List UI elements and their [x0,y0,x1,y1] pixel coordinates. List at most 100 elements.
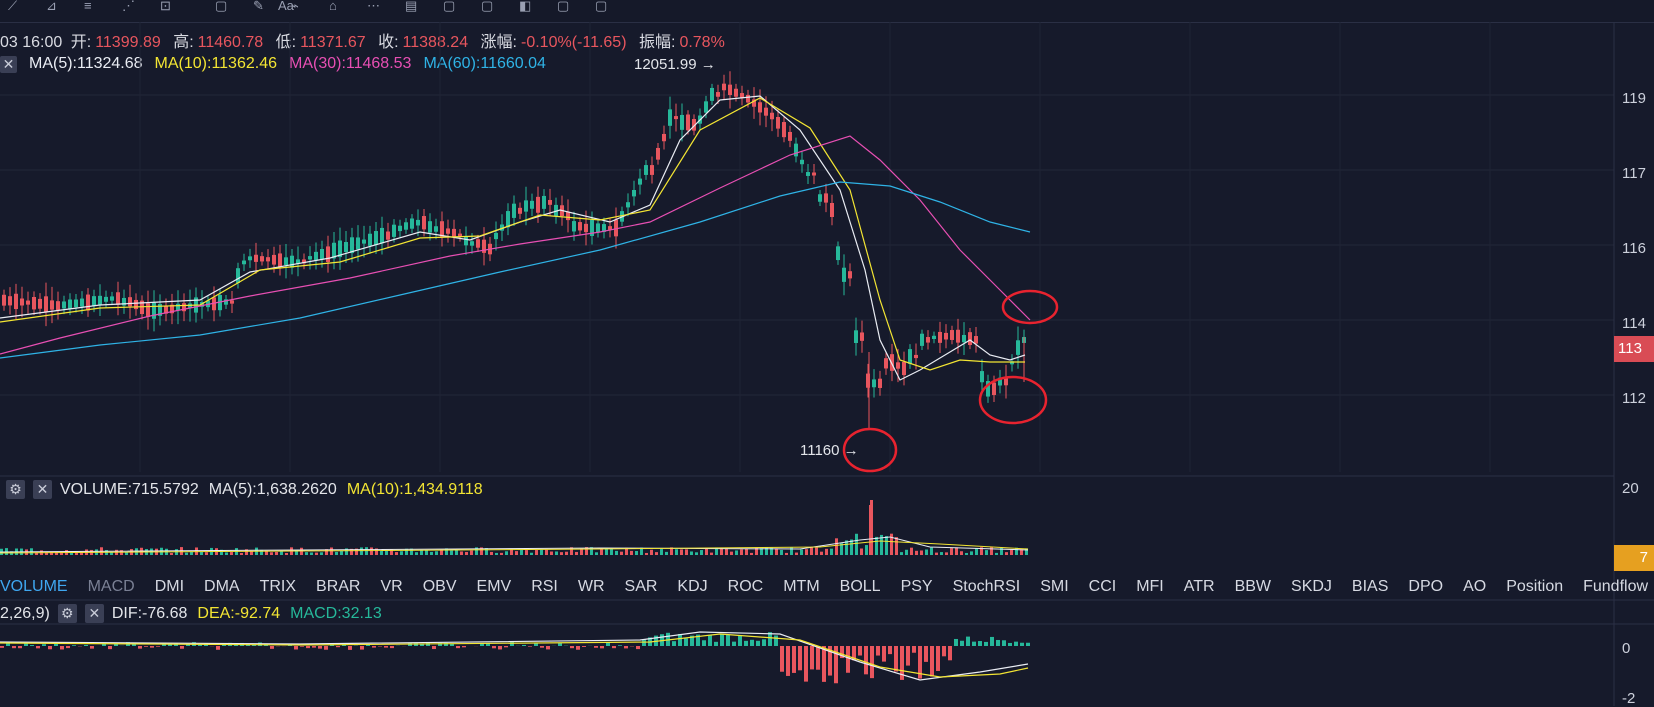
line-tool-icon[interactable]: ⊿ [46,0,57,12]
tab-rsi[interactable]: RSI [531,578,558,596]
candle-body [368,234,372,246]
macd-bar [0,646,4,648]
volume-bar [730,552,733,555]
fib-tool-icon[interactable]: ≡ [84,0,92,12]
tab-dpo[interactable]: DPO [1408,578,1443,596]
macd-bar [786,646,790,676]
close-macd-button[interactable]: ✕ [85,604,104,623]
macd-bar [30,645,34,646]
candle-body [410,218,414,228]
volume-bar [415,552,418,555]
candle-body [788,132,792,141]
tab-trix[interactable]: TRIX [260,578,296,596]
candle-body [32,297,36,309]
close-volume-button[interactable]: ✕ [33,480,52,499]
magnet-icon[interactable]: ▢ [443,0,455,12]
macd-bar [72,645,76,646]
volume-bar [710,553,713,555]
candle-body [80,299,84,307]
candle-body [764,108,768,116]
tab-emv[interactable]: EMV [477,578,512,596]
tab-cci[interactable]: CCI [1089,578,1117,596]
volume-bar [975,548,978,555]
volume-bar [365,547,368,555]
volume-bar [520,549,523,555]
candle-body [656,148,660,160]
pattern-tool-icon[interactable]: ⋰ [122,0,135,12]
layers-icon[interactable]: ◧ [519,0,531,12]
tab-skdj[interactable]: SKDJ [1291,578,1332,596]
tab-ao[interactable]: AO [1463,578,1486,596]
tab-smi[interactable]: SMI [1040,578,1068,596]
candle-body [230,300,234,303]
macd-bar [1014,642,1018,646]
volume-bar [440,550,443,555]
text-tool-icon[interactable]: ▢ [215,0,227,12]
tab-boll[interactable]: BOLL [840,578,881,596]
tab-sar[interactable]: SAR [625,578,658,596]
tab-stochrsi[interactable]: StochRSI [953,578,1021,596]
tab-kdj[interactable]: KDJ [677,578,707,596]
candle-body [116,292,120,305]
tab-macd[interactable]: MACD [88,578,135,596]
text-tool-label[interactable]: Aa [278,0,294,12]
eraser-icon[interactable]: ⌂ [329,0,337,12]
macd-legend: 2,26,9) ⚙ ✕ DIF:-76.68 DEA:-92.74 MACD:3… [0,604,392,623]
volume-bar [455,550,458,555]
measure-tool-icon[interactable]: ⊡ [160,0,171,12]
macd-bar [750,640,754,646]
volume-bar [635,551,638,555]
candle-body [584,224,588,232]
eye-icon[interactable]: ▢ [557,0,569,12]
tab-brar[interactable]: BRAR [316,578,360,596]
trash-icon[interactable]: ▢ [595,0,607,12]
lock-icon[interactable]: ▢ [481,0,493,12]
tab-roc[interactable]: ROC [728,578,764,596]
volume-bar [650,550,653,555]
tab-fundflow[interactable]: Fundflow [1583,578,1648,596]
volume-value: VOLUME:715.5792 [60,481,199,499]
candle-body [722,84,726,91]
tab-vr[interactable]: VR [380,578,402,596]
tab-mtm[interactable]: MTM [783,578,819,596]
candle-body [848,271,852,278]
tab-mfi[interactable]: MFI [1136,578,1164,596]
candle-body [770,113,774,120]
volume-bar [575,552,578,555]
tab-bias[interactable]: BIAS [1352,578,1388,596]
tab-position[interactable]: Position [1506,578,1563,596]
macd-bar [816,646,820,670]
candle-body [950,330,954,340]
tab-bbw[interactable]: BBW [1235,578,1271,596]
candle-body [914,355,918,358]
tab-psy[interactable]: PSY [901,578,933,596]
brush-icon[interactable]: ✎ [253,0,264,12]
macd-bar [216,646,220,650]
tab-volume[interactable]: VOLUME [0,578,68,596]
macd-bar [930,646,934,677]
volume-bar [995,553,998,555]
cursor-icon[interactable]: ⟋ [8,0,17,12]
volume-bar [170,553,173,555]
ruler-icon[interactable]: ▤ [405,0,417,12]
volume-bar [545,550,548,555]
macd-settings-gear-icon[interactable]: ⚙ [58,604,77,623]
macd-bar [846,646,850,673]
volume-bar [750,553,753,555]
volume-bar [910,548,913,555]
volume-bar [695,552,698,555]
tab-atr[interactable]: ATR [1184,578,1215,596]
volume-bar [865,545,868,555]
tab-obv[interactable]: OBV [423,578,457,596]
path-tool-icon[interactable]: ⋯ [367,0,380,12]
volume-bar [460,551,463,555]
tab-wr[interactable]: WR [578,578,605,596]
candle-body [578,222,582,230]
candle-body [746,95,750,103]
candle-body [596,223,600,232]
volume-settings-gear-icon[interactable]: ⚙ [6,480,25,499]
candle-body [974,336,978,344]
tab-dma[interactable]: DMA [204,578,240,596]
tab-dmi[interactable]: DMI [155,578,184,596]
volume-bar [205,552,208,555]
